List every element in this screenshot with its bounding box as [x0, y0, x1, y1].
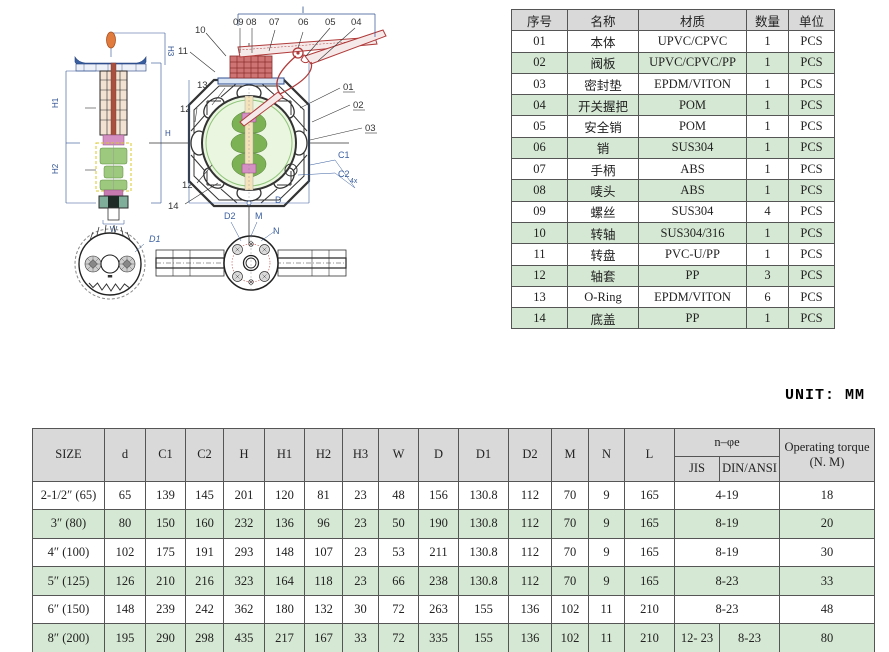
svg-text:02: 02 [353, 100, 364, 111]
svg-text:N: N [273, 226, 280, 236]
svg-text:10: 10 [195, 25, 206, 36]
svg-text:04: 04 [351, 17, 362, 28]
svg-text:C1: C1 [338, 150, 350, 160]
svg-text:H2: H2 [51, 163, 60, 174]
svg-text:H3: H3 [166, 46, 175, 57]
svg-text:4x: 4x [350, 178, 358, 185]
svg-text:01: 01 [343, 82, 354, 93]
svg-text:07: 07 [269, 17, 280, 28]
svg-text:09: 09 [233, 17, 244, 28]
svg-text:14: 14 [168, 201, 179, 212]
svg-text:M: M [255, 211, 263, 221]
svg-text:05: 05 [325, 17, 336, 28]
svg-text:13: 13 [197, 80, 208, 91]
svg-text:08: 08 [246, 17, 257, 28]
svg-text:03: 03 [365, 123, 376, 134]
svg-text:D: D [275, 195, 282, 205]
svg-text:l: l [302, 5, 304, 15]
svg-text:D1: D1 [149, 234, 161, 244]
svg-text:D2: D2 [224, 211, 236, 221]
svg-text:11: 11 [178, 46, 188, 57]
svg-text:06: 06 [298, 17, 309, 28]
svg-text:H1: H1 [51, 97, 60, 108]
svg-text:12: 12 [182, 180, 193, 191]
svg-text:H: H [165, 129, 171, 138]
